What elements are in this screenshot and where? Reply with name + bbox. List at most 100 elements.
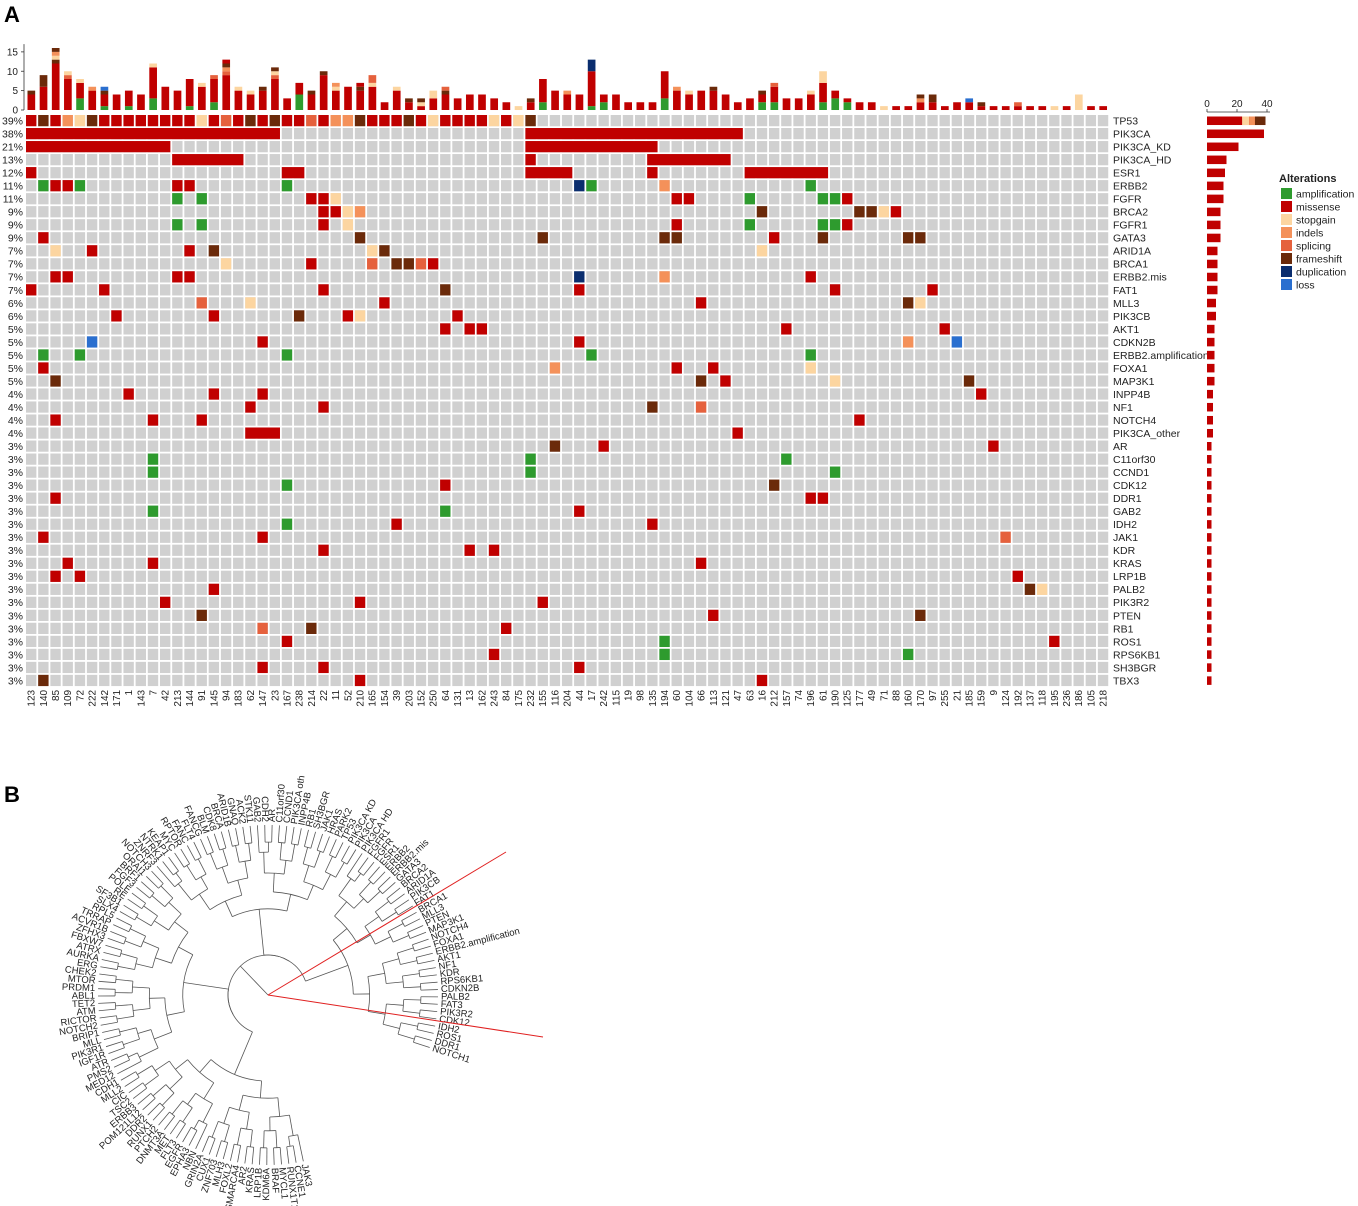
grid-cell: [342, 570, 354, 582]
alteration-mis: [939, 323, 950, 335]
grid-cell: [574, 115, 585, 127]
grid-cell: [915, 570, 926, 582]
grid-cell: [1073, 167, 1084, 179]
grid-cell: [452, 609, 463, 621]
grid-cell: [781, 141, 792, 153]
grid-cell: [306, 323, 317, 335]
dendrogram-arc: [152, 948, 160, 968]
dendrogram-branch: [100, 966, 118, 970]
grid-cell: [196, 362, 207, 374]
grid-cell: [1012, 141, 1023, 153]
grid-cell: [111, 167, 122, 179]
alteration-spl: [415, 258, 427, 270]
grid-cell: [890, 115, 902, 127]
grid-cell: [440, 388, 451, 400]
grid-cell: [403, 232, 414, 244]
grid-cell: [476, 492, 488, 504]
grid-cell: [951, 492, 963, 504]
grid-cell: [99, 245, 110, 257]
grid-cell: [111, 180, 122, 192]
grid-cell: [257, 271, 268, 283]
grid-cell: [208, 609, 220, 621]
grid-cell: [610, 596, 622, 608]
dendrogram-leaf-label: AKT1: [436, 950, 462, 966]
grid-cell: [342, 349, 354, 361]
gene-name-label: PIK3CA_other: [1113, 428, 1181, 440]
top-bar-segment-mis: [283, 98, 291, 111]
grid-cell: [756, 544, 768, 556]
dendrogram-arc: [135, 1027, 140, 1040]
grid-cell: [38, 245, 49, 257]
top-bar-segment-mis: [429, 98, 438, 111]
alteration-mis: [683, 193, 695, 205]
grid-cell: [379, 570, 390, 582]
top-bar-segment-mis: [916, 102, 925, 110]
grid-cell: [915, 323, 926, 335]
grid-cell: [695, 388, 707, 400]
grid-cell: [50, 596, 61, 608]
grid-cell: [135, 596, 146, 608]
grid-cell: [293, 648, 305, 661]
top-bar-segment-mis: [137, 94, 145, 110]
grid-cell: [781, 232, 792, 244]
grid-cell: [196, 271, 207, 283]
grid-cell: [452, 206, 463, 218]
grid-cell: [147, 440, 159, 452]
sample-label: 175: [514, 689, 525, 706]
grid-cell: [781, 531, 792, 543]
grid-cell: [233, 596, 244, 608]
sample-label: 152: [416, 689, 427, 706]
dendrogram-arc: [269, 1114, 290, 1118]
alteration-fs: [695, 375, 707, 387]
grid-cell: [367, 310, 378, 322]
grid-cell: [744, 674, 755, 687]
grid-cell: [635, 219, 646, 231]
grid-cell: [988, 583, 999, 595]
legend-label-amp: amplification: [1296, 189, 1355, 201]
grid-cell: [598, 401, 609, 413]
grid-cell: [1024, 362, 1036, 374]
sample-label: 196: [806, 689, 817, 706]
grid-cell: [732, 453, 743, 465]
gene-name-label: TBX3: [1113, 675, 1139, 687]
grid-cell: [647, 453, 658, 465]
grid-cell: [233, 206, 244, 218]
alteration-mis: [257, 336, 268, 348]
dendrogram-branch: [272, 873, 275, 892]
grid-cell: [111, 518, 122, 530]
grid-cell: [732, 414, 743, 426]
dendrogram-branch: [162, 861, 174, 876]
sample-label: 88: [891, 689, 902, 701]
right-axis-tick-label: 0: [1204, 99, 1210, 110]
grid-cell: [293, 570, 305, 582]
grid-cell: [269, 635, 280, 648]
grid-cell: [805, 440, 816, 452]
grid-cell: [245, 622, 256, 634]
grid-cell: [172, 323, 183, 335]
grid-cell: [708, 115, 719, 127]
grid-cell: [62, 544, 73, 556]
grid-cell: [403, 154, 414, 166]
grid-cell: [111, 505, 122, 517]
grid-cell: [501, 219, 512, 231]
gene-name-label: TP53: [1113, 116, 1138, 128]
dendrogram-branch: [169, 1076, 183, 1090]
grid-cell: [1012, 453, 1023, 465]
grid-cell: [549, 349, 561, 361]
grid-cell: [549, 154, 561, 166]
grid-cell: [111, 206, 122, 218]
grid-cell: [939, 596, 950, 608]
grid-cell: [391, 271, 402, 283]
grid-cell: [829, 141, 841, 153]
grid-cell: [988, 492, 999, 504]
dendrogram-branch: [100, 1021, 118, 1026]
grid-cell: [525, 219, 536, 231]
grid-cell: [111, 219, 122, 231]
grid-cell: [245, 583, 256, 595]
grid-cell: [951, 154, 963, 166]
grid-cell: [1000, 128, 1011, 140]
grid-cell: [829, 609, 841, 621]
grid-cell: [927, 492, 938, 504]
grid-cell: [854, 271, 865, 283]
grid-cell: [1024, 427, 1036, 439]
